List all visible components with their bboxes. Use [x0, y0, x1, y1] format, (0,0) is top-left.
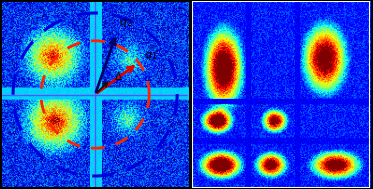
- Text: $\Delta$: $\Delta$: [114, 70, 123, 82]
- Text: $q_2$: $q_2$: [119, 17, 132, 29]
- Text: $q_1$: $q_1$: [144, 50, 158, 62]
